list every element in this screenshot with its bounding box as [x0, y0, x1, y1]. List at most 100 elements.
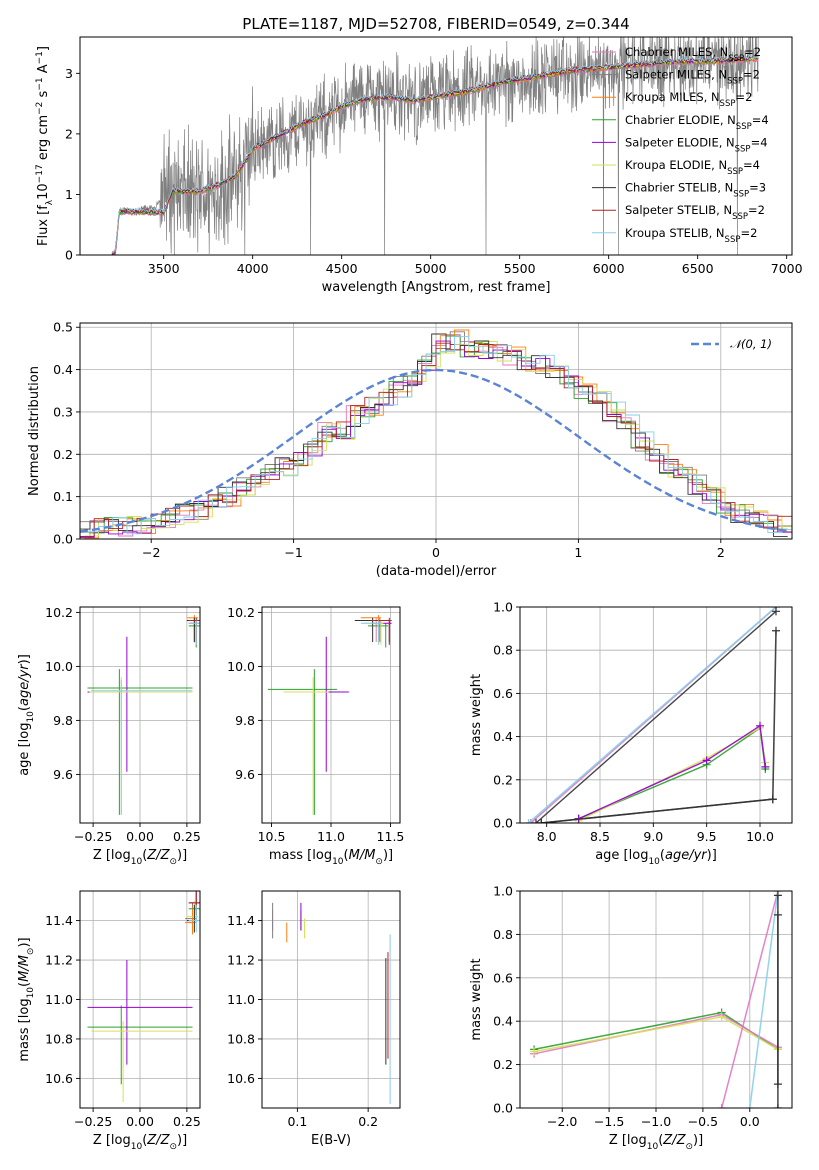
age-mass-hi-7	[371, 617, 392, 643]
mass-vs-Z-ytick-label-0: 10.6	[45, 1071, 73, 1086]
mass-z-mid-4	[87, 960, 193, 1065]
hist-step-6	[80, 333, 788, 537]
weight-vs-age-xtick-label-1: 8.5	[590, 829, 610, 844]
age-vs-mass-xtick-label-1: 11.0	[317, 829, 345, 844]
weight-age-marker-6-1	[768, 795, 777, 804]
spectrum-legend: Chabrier MILES, NSSP=2 Salpeter MILES, NS…	[592, 45, 769, 245]
legend-entry-1: Salpeter MILES, NSSP=2	[625, 68, 760, 87]
figure-title: PLATE=1187, MJD=52708, FIBERID=0549, z=0…	[242, 15, 629, 33]
age-mass-hi-6	[354, 617, 376, 643]
age-z-mid-8	[91, 679, 193, 815]
weight-vs-age-ytick-label-2: 0.4	[493, 729, 513, 744]
weight-vs-Z-xtick-label-1: −1.5	[594, 1114, 624, 1129]
mass-vs-Z-plot-area	[87, 891, 200, 1103]
weight-vs-Z-ytick-label-5: 1.0	[493, 884, 513, 899]
spectrum-panel: 3500 4000 4500 5000 5500 6000 6500 7000 0 1 2 3 wave…	[35, 36, 803, 295]
residuals-xtick-label-2: 0	[432, 545, 440, 560]
weight-age-marker-5-1	[702, 756, 711, 765]
weight-age-line-5	[578, 724, 766, 820]
weight-vs-Z-ytick-label-4: 0.8	[493, 927, 513, 942]
residuals-ytick-label-2: 0.2	[53, 447, 73, 462]
spectrum-xtick-label-6: 6500	[682, 261, 714, 276]
age-mass-hi-0	[358, 617, 379, 643]
age-mass-hi-4	[371, 620, 392, 645]
weight-vs-Z-xtick-label-2: −1.0	[641, 1114, 671, 1129]
normal-curve	[80, 368, 790, 533]
mass-vs-Z-ytick-label-2: 11.0	[45, 992, 73, 1007]
weight-vs-Z-xtick-label-0: −2.0	[547, 1114, 577, 1129]
residuals-plot-area	[80, 329, 792, 539]
weight-age-marker-5-2	[756, 721, 764, 730]
weight-z-marker-6-0	[773, 1104, 782, 1108]
weight-vs-age-ytick-label-1: 0.2	[493, 772, 513, 787]
legend-entry-4: Salpeter ELODIE, NSSP=4	[625, 135, 768, 154]
spectrum-xtick-label-2: 4500	[326, 261, 358, 276]
spectrum-ytick-label-3: 3	[65, 66, 73, 81]
weight-vs-Z-plot-area	[530, 891, 782, 1108]
weight-vs-Z-ytick-label-3: 0.6	[493, 970, 513, 985]
weight-vs-age-frame	[519, 606, 793, 824]
mass-vs-Z-xtick-label-0: −0.25	[74, 1114, 112, 1129]
mass-vs-ebv-plot-area	[272, 902, 391, 1105]
age-vs-mass-xlabel: mass [log10(M/M⊙)]	[269, 848, 393, 867]
age-z-hi-8	[188, 620, 200, 645]
residuals-ytick-label-1: 0.1	[53, 489, 73, 504]
residuals-xtick-label-0: −2	[142, 545, 160, 560]
residuals-ytick-label-4: 0.4	[53, 362, 73, 377]
weight-age-marker-7-0	[532, 819, 540, 823]
weight-vs-age-ylabel: mass weight	[469, 674, 484, 756]
weight-vs-Z-ytick-label-2: 0.4	[493, 1014, 513, 1029]
hist-step-8	[84, 336, 792, 535]
mass-vs-ebv-xtick-label-0: 0.1	[287, 1114, 307, 1129]
weight-vs-age-ytick-label-5: 1.0	[493, 600, 513, 615]
weight-age-marker-2-2	[772, 626, 780, 635]
weight-vs-Z-ylabel: mass weight	[469, 958, 484, 1040]
spectrum-ytick-label-0: 0	[65, 248, 73, 263]
normal-legend-label: 𝒩(0, 1)	[730, 337, 772, 351]
legend-entry-0: Chabrier MILES, NSSP=2	[625, 45, 761, 64]
mass-vs-ebv-ytick-label-0: 10.6	[227, 1071, 255, 1086]
age-mass-hi-5	[363, 620, 384, 645]
weight-vs-age-plot-area	[524, 607, 780, 823]
legend-entry-8: Kroupa STELIB, NSSP=2	[625, 226, 757, 245]
age-vs-mass-xtick-label-2: 11.5	[377, 829, 405, 844]
weight-vs-Z-ytick-label-1: 0.2	[493, 1057, 513, 1072]
residuals-ytick-label-3: 0.3	[53, 404, 73, 419]
mass-vs-ebv-xtick-label-1: 0.2	[358, 1114, 378, 1129]
residuals-xtick-label-1: −1	[284, 545, 302, 560]
age-vs-Z-ytick-label-2: 10.0	[45, 659, 73, 674]
legend-entry-6: Chabrier STELIB, NSSP=3	[625, 181, 766, 200]
weight-vs-age-panel: 8.0 8.5 9.0 9.5 10.0 0.0 0.2 0.4 0.6 0.8 1.0 age [l…	[469, 600, 793, 867]
weight-age-marker-6-0	[537, 819, 546, 823]
mass-vs-Z-ytick-label-1: 10.8	[45, 1031, 73, 1046]
spectrum-model-line-4	[111, 56, 759, 255]
age-mass-hi-1	[361, 617, 383, 643]
age-mass-hi-2	[360, 615, 381, 640]
age-mass-hi-3	[367, 623, 389, 648]
spectrum-xlabel: wavelength [Angstrom, rest frame]	[322, 280, 551, 295]
mass-vs-Z-ylabel: mass [log10(M/M⊙)]	[17, 937, 36, 1061]
weight-vs-Z-xtick-label-3: −0.5	[688, 1114, 718, 1129]
mass-vs-ebv-ytick-label-4: 11.4	[227, 913, 255, 928]
weight-vs-age-ytick-label-3: 0.6	[493, 686, 513, 701]
weight-age-line-6	[541, 798, 773, 823]
weight-age-marker-5-3	[761, 762, 770, 771]
spectrum-xtick-label-4: 5500	[504, 261, 536, 276]
spectrum-ytick-label-1: 1	[65, 187, 73, 202]
mass-vs-ebv-ytick-label-1: 10.8	[227, 1031, 255, 1046]
mass-vs-Z-xlabel: Z [log10(Z/Z⊙)]	[93, 1133, 187, 1152]
weight-vs-age-xtick-label-4: 10.0	[746, 829, 774, 844]
mass-vs-ebv-ytick-label-2: 11.0	[227, 992, 255, 1007]
spectrum-xtick-label-7: 7000	[771, 261, 803, 276]
legend-entry-5: Kroupa ELODIE, NSSP=4	[625, 158, 760, 177]
weight-z-line-3	[720, 891, 779, 1108]
age-z-mid-5	[89, 677, 193, 815]
age-vs-Z-ytick-label-1: 9.8	[53, 713, 73, 728]
spectrum-frame	[79, 36, 793, 256]
weight-z-marker-2-1	[717, 1012, 726, 1021]
residuals-ytick-label-0: 0.0	[53, 532, 73, 547]
weight-age-line-2	[541, 630, 777, 823]
mass-vs-Z-ytick-label-3: 11.2	[45, 953, 73, 968]
weight-vs-age-xtick-label-2: 9.0	[643, 829, 663, 844]
